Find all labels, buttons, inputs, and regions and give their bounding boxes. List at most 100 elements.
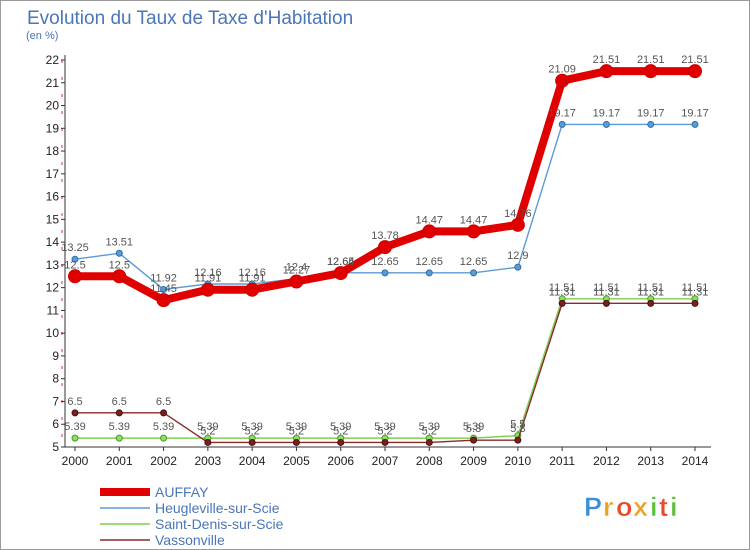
y-tick-label: 19 [46, 121, 60, 135]
data-label: 12.5 [64, 259, 85, 271]
data-point [647, 299, 655, 307]
data-label: 5.39 [153, 421, 174, 433]
data-label: 12.9 [507, 250, 528, 262]
data-point [115, 249, 123, 257]
y-tick-label: 9 [52, 349, 59, 363]
chart-subtitle: (en %) [26, 30, 58, 42]
y-tick-label: 16 [46, 190, 60, 204]
data-label: 12.65 [371, 256, 399, 268]
data-label: 19.17 [593, 107, 621, 119]
y-tick-label: 21 [46, 76, 60, 90]
data-label: 12.64 [327, 256, 355, 268]
data-label: 19.17 [548, 107, 576, 119]
logo-letter: P [584, 492, 602, 522]
logo-letter: i [670, 492, 678, 522]
data-point [248, 438, 256, 446]
data-label: 5.5 [510, 419, 525, 431]
x-tick-label: 2006 [327, 454, 354, 468]
data-label: 12.65 [460, 256, 488, 268]
x-tick-label: 2002 [150, 454, 177, 468]
data-label: 12.27 [283, 265, 311, 277]
data-point [292, 438, 300, 446]
data-label: 5.2 [200, 425, 215, 437]
y-tick-label: 13 [46, 258, 60, 272]
data-point [71, 434, 79, 442]
data-label: 12.65 [416, 256, 444, 268]
data-label: 11.31 [549, 286, 576, 298]
data-label: 5.2 [377, 425, 392, 437]
data-label: 11.31 [637, 286, 664, 298]
logo-letter: r [603, 492, 614, 522]
data-label: 12.5 [109, 259, 130, 271]
logo-letter: o [616, 492, 633, 522]
data-point [599, 64, 614, 79]
data-label: 6.5 [156, 396, 171, 408]
data-label: 12.65 [327, 256, 355, 268]
axes: 5 6 7 8 9 10 11 12 13 14 15 16 17 18 19 20 21 22 2000 2001 2… [46, 53, 711, 468]
data-label: 5.39 [374, 421, 395, 433]
x-tick-label: 2010 [505, 454, 532, 468]
y-tick-label: 6 [52, 417, 59, 431]
data-label: 11.51 [549, 282, 576, 294]
data-label: 5.39 [197, 421, 218, 433]
x-tick-label: 2009 [460, 454, 487, 468]
data-label: 21.09 [548, 64, 576, 76]
y-tick-label: 10 [46, 326, 60, 340]
data-point [558, 120, 566, 128]
data-label: 11.51 [593, 282, 620, 294]
data-point [555, 73, 570, 88]
logo-letter: x [633, 492, 648, 522]
data-point [691, 120, 699, 128]
data-point [381, 269, 389, 277]
x-tick-label: 2001 [106, 454, 133, 468]
data-label: 12.16 [194, 267, 222, 279]
x-tick-label: 2014 [682, 454, 709, 468]
data-point [289, 274, 304, 289]
data-label: 6.5 [112, 396, 127, 408]
data-point [160, 285, 168, 293]
data-label: 13.78 [371, 230, 399, 242]
chart-title: Evolution du Taux de Taxe d'Habitation [27, 8, 353, 29]
logo-letter: i [650, 492, 658, 522]
data-label: 5.39 [109, 421, 130, 433]
data-labels: 12.5 12.5 11.45 11.91 11.91 12.27 12.64 13.78 14… [61, 54, 709, 437]
data-label: 5.39 [241, 421, 262, 433]
legend-label: AUFFAY [155, 484, 209, 500]
data-label: 11.31 [593, 286, 620, 298]
data-label: 6.5 [67, 396, 82, 408]
data-point [688, 64, 702, 79]
data-point [160, 434, 168, 442]
x-tick-label: 2003 [195, 454, 222, 468]
data-label: 13.51 [106, 236, 134, 248]
data-point [156, 293, 171, 308]
data-label: 14.47 [416, 214, 444, 226]
data-label: 5.2 [244, 425, 259, 437]
x-tick-label: 2012 [593, 454, 620, 468]
data-label: 5.39 [419, 421, 440, 433]
data-label: 11.91 [239, 273, 266, 285]
data-point [115, 434, 123, 442]
data-point [68, 269, 82, 284]
data-point [245, 282, 260, 297]
data-label: 11.92 [150, 272, 177, 284]
y-tick-label: 15 [46, 212, 60, 226]
data-label: 21.51 [681, 54, 709, 66]
y-tick-label: 22 [46, 53, 60, 67]
data-label: 5.3 [510, 423, 525, 435]
y-tick-label: 11 [47, 303, 60, 317]
x-tick-label: 2007 [372, 454, 399, 468]
data-point [691, 299, 699, 307]
data-point [200, 282, 215, 297]
data-label: 5.39 [330, 421, 351, 433]
x-tick-label: 2011 [549, 454, 575, 468]
data-point [333, 266, 348, 281]
data-label: 21.51 [637, 54, 665, 66]
data-label: 11.51 [637, 282, 664, 294]
data-point [422, 224, 437, 239]
data-point [112, 269, 127, 284]
data-point [514, 436, 522, 444]
y-tick-label: 5 [52, 440, 59, 454]
data-point [643, 64, 658, 79]
x-tick-label: 2008 [416, 454, 443, 468]
data-point [514, 263, 522, 271]
